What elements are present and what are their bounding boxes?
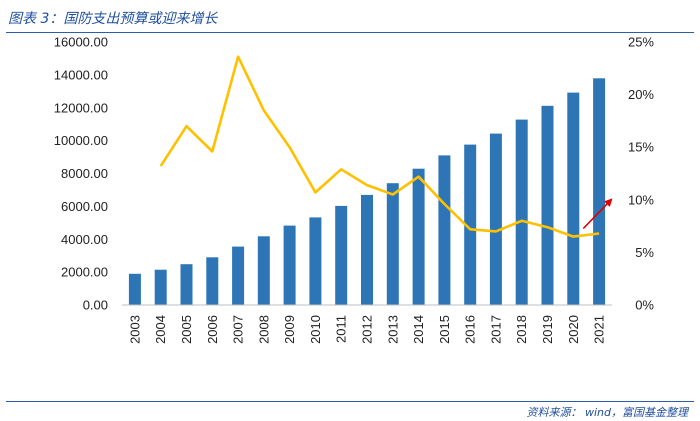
- y-left-tick-label: 6000.00: [61, 199, 108, 214]
- bar-2018: [515, 119, 528, 305]
- bar-2011: [335, 205, 348, 305]
- y-left-tick-label: 12000.00: [54, 100, 108, 115]
- x-tick-label-2014: 2014: [411, 315, 426, 344]
- top-rule: [6, 32, 694, 33]
- bar-2015: [438, 155, 451, 305]
- x-tick-label-2006: 2006: [205, 315, 220, 344]
- x-tick-label-2015: 2015: [437, 315, 452, 344]
- x-tick-label-2008: 2008: [256, 315, 271, 344]
- y-right-tick-label: 5%: [635, 245, 654, 260]
- x-tick-label-2021: 2021: [592, 315, 607, 344]
- y-right-tick-label: 10%: [628, 192, 654, 207]
- bar-2004: [154, 269, 167, 305]
- bottom-rule: [6, 401, 694, 402]
- source-note: 资料来源： wind，富国基金整理: [526, 406, 688, 419]
- y-left-tick-label: 4000.00: [61, 232, 108, 247]
- trend-arrow: [582, 198, 613, 230]
- bar-2008: [257, 236, 270, 305]
- bar-2003: [128, 273, 141, 305]
- y-left-tick-label: 10000.00: [54, 133, 108, 148]
- bar-2021: [593, 78, 606, 305]
- x-tick-label-2009: 2009: [282, 315, 297, 344]
- x-tick-label-2019: 2019: [540, 315, 555, 344]
- y-right-tick-label: 25%: [628, 35, 654, 50]
- y-left-tick-label: 8000.00: [61, 166, 108, 181]
- x-tick-label-2018: 2018: [514, 315, 529, 344]
- y-left-tick-label: 2000.00: [61, 265, 108, 280]
- x-tick-label-2016: 2016: [463, 315, 478, 344]
- bar-2014: [412, 168, 425, 305]
- bar-2010: [309, 217, 322, 305]
- y-left-tick-label: 14000.00: [54, 67, 108, 82]
- bar-2006: [206, 257, 219, 305]
- x-tick-label-2007: 2007: [231, 315, 246, 344]
- y-right-tick-label: 0%: [635, 298, 654, 313]
- bar-2013: [386, 183, 399, 305]
- bar-2009: [283, 225, 296, 305]
- bar-series: [128, 78, 606, 305]
- figure-title: 图表 3：国防支出预算或迎来增长: [8, 11, 218, 27]
- axes: 0.00 2000.00 4000.00 6000.00 8000.00 10000.00…: [54, 35, 655, 344]
- line-series: [159, 55, 600, 238]
- bar-2019: [541, 105, 554, 305]
- x-tick-label-2020: 2020: [566, 315, 581, 344]
- bar-2012: [361, 194, 373, 305]
- y-right-tick-label: 15%: [628, 140, 654, 155]
- growth-rate-line: [159, 55, 600, 238]
- x-tick-label-2012: 2012: [360, 315, 375, 344]
- bar-2016: [464, 144, 477, 305]
- bar-2017: [489, 133, 502, 305]
- annotations: [582, 198, 613, 230]
- bar-2020: [567, 92, 580, 305]
- x-tick-label-2003: 2003: [127, 315, 142, 344]
- x-tick-label-2011: 2011: [334, 315, 349, 343]
- x-tick-label-2013: 2013: [385, 315, 400, 344]
- y-left-tick-label: 16000.00: [54, 35, 108, 50]
- y-left-tick-label: 0.00: [83, 298, 108, 313]
- bar-2005: [180, 264, 193, 305]
- bar-2007: [232, 246, 245, 305]
- y-right-tick-label: 20%: [628, 87, 654, 102]
- x-tick-label-2004: 2004: [153, 315, 168, 344]
- x-tick-label-2005: 2005: [179, 315, 194, 344]
- x-tick-label-2010: 2010: [308, 315, 323, 344]
- x-tick-label-2017: 2017: [488, 315, 503, 344]
